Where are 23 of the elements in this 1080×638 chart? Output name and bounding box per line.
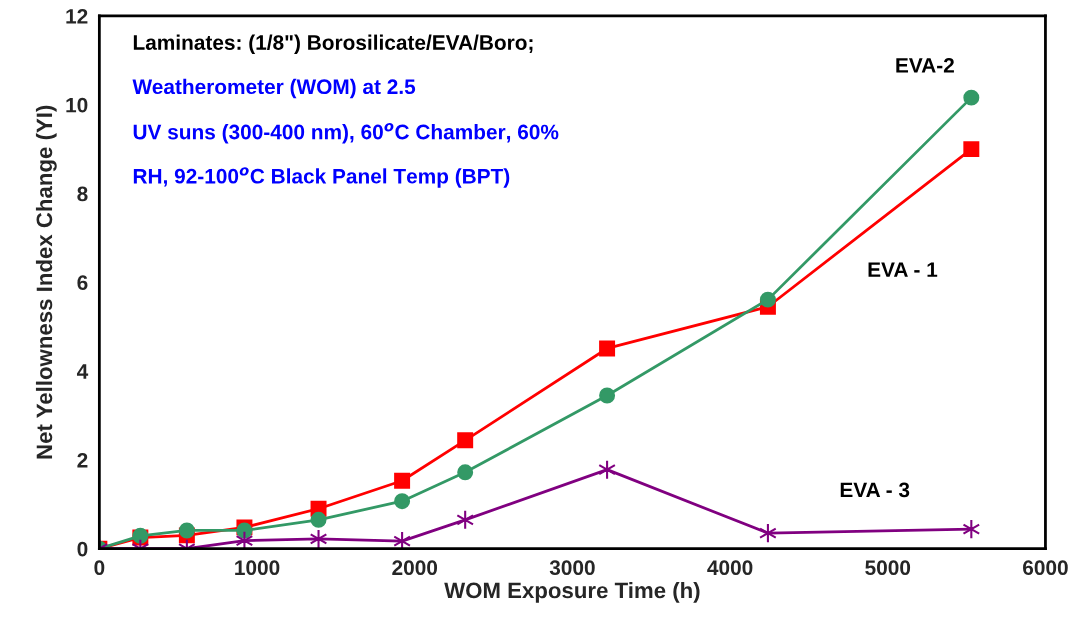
annotation: Laminates: (1/8") Borosilicate/EVA/Boro; <box>133 34 533 55</box>
y-tick-label: 4 <box>76 364 89 379</box>
annotation: RH, 92-100$^{o}$C Black Panel Temp (BPT) <box>133 167 510 188</box>
annotation: UV suns (300-400 nm), 60$^{o}$C Chamber, 60% <box>133 123 559 144</box>
y-tick-label: 2 <box>77 452 88 468</box>
y-tick-label: 8 <box>77 186 88 202</box>
x-tick-label: 6000 <box>1023 560 1068 576</box>
series-label: EVA - 3 <box>840 482 910 498</box>
annotation: Weatherometer (WOM) at 2.5 <box>132 78 416 99</box>
series-label: EVA-2 <box>896 57 954 73</box>
x-tick-label: 0 <box>94 560 105 576</box>
x-tick-label: 5000 <box>865 560 911 576</box>
x-tick-label: 2000 <box>392 560 438 576</box>
x-tick-label: 3000 <box>549 560 595 576</box>
y-tick-label: 10 <box>66 97 88 113</box>
y-tick-label: 12 <box>66 8 88 24</box>
y-axis-title: Net Yellowness Index Change (YI) <box>35 105 57 459</box>
y-tick-label: 0 <box>77 541 88 557</box>
x-tick-label: 1000 <box>235 560 280 576</box>
x-tick-label: 4000 <box>707 560 753 576</box>
series-label: EVA - 1 <box>868 262 938 277</box>
x-axis-title: WOM Exposure Time (h) <box>444 581 700 603</box>
y-tick-label: 6 <box>77 275 88 291</box>
